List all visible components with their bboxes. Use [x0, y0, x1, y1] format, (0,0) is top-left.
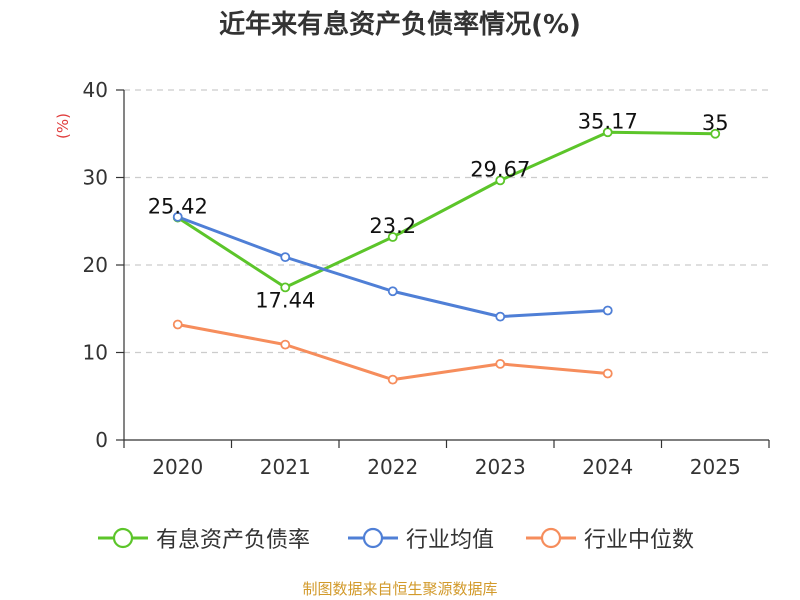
- source-note: 制图数据来自恒生聚源数据库: [302, 580, 498, 598]
- data-point: [602, 305, 613, 316]
- data-point: [602, 127, 613, 138]
- legend-item[interactable]: 行业均值: [346, 518, 494, 558]
- y-tick-label: 0: [95, 428, 108, 452]
- data-label: 17.44: [255, 288, 315, 312]
- y-tick-label: 30: [83, 166, 108, 190]
- y-tick-label: 20: [83, 253, 108, 277]
- data-label: 29.67: [470, 157, 530, 181]
- data-point: [387, 286, 398, 297]
- legend-label: 行业中位数: [584, 528, 695, 553]
- legend-label: 有息资产负债率: [156, 528, 311, 553]
- x-tick-label: 2024: [582, 455, 633, 479]
- data-labels: 25.42 17.44 23.2 29.67 35.17 35: [148, 109, 729, 312]
- data-point: [495, 175, 506, 186]
- grid-lines: [124, 89, 769, 354]
- data-point: [172, 319, 183, 330]
- data-label: 35: [702, 111, 729, 135]
- legend-item[interactable]: 行业中位数: [524, 518, 694, 558]
- data-point: [280, 252, 291, 263]
- data-point: [387, 232, 398, 242]
- series-line: [176, 130, 717, 289]
- data-label: 35.17: [578, 109, 638, 133]
- y-tick-label: 10: [83, 341, 108, 365]
- axes: 0 10 20 30 40 (%) 2020 2021 2022 2023 2024 2025: [54, 78, 770, 479]
- legend-item[interactable]: 有息资产负债率: [96, 518, 310, 558]
- x-tick-label: 2022: [367, 455, 418, 479]
- data-label: 25.42: [148, 195, 208, 219]
- x-tick-label: 2020: [152, 455, 203, 479]
- y-axis-label: (%): [54, 113, 72, 139]
- data-label: 23.2: [369, 214, 416, 238]
- data-point: [495, 311, 506, 322]
- data-point: [602, 368, 613, 379]
- data-point: [495, 358, 506, 369]
- data-point: [280, 282, 291, 293]
- legend-line-marker-icon: [526, 527, 576, 549]
- series-lines: [176, 130, 717, 382]
- data-point: [710, 128, 721, 139]
- legend-line-marker-icon: [348, 527, 398, 549]
- data-point: [172, 211, 183, 222]
- x-tick-label: 2025: [690, 455, 741, 479]
- chart-title: 近年来有息资产负债率情况(%): [219, 10, 581, 40]
- data-points: [172, 127, 721, 385]
- legend-line-marker-icon: [98, 527, 148, 549]
- x-tick-label: 2021: [260, 455, 311, 479]
- y-tick-label: 40: [83, 78, 108, 102]
- data-point: [387, 374, 398, 385]
- data-point: [280, 339, 291, 350]
- legend-label: 行业均值: [406, 528, 495, 553]
- x-tick-label: 2023: [475, 455, 526, 479]
- legend: 有息资产负债率 行业均值 行业中位数: [0, 518, 800, 558]
